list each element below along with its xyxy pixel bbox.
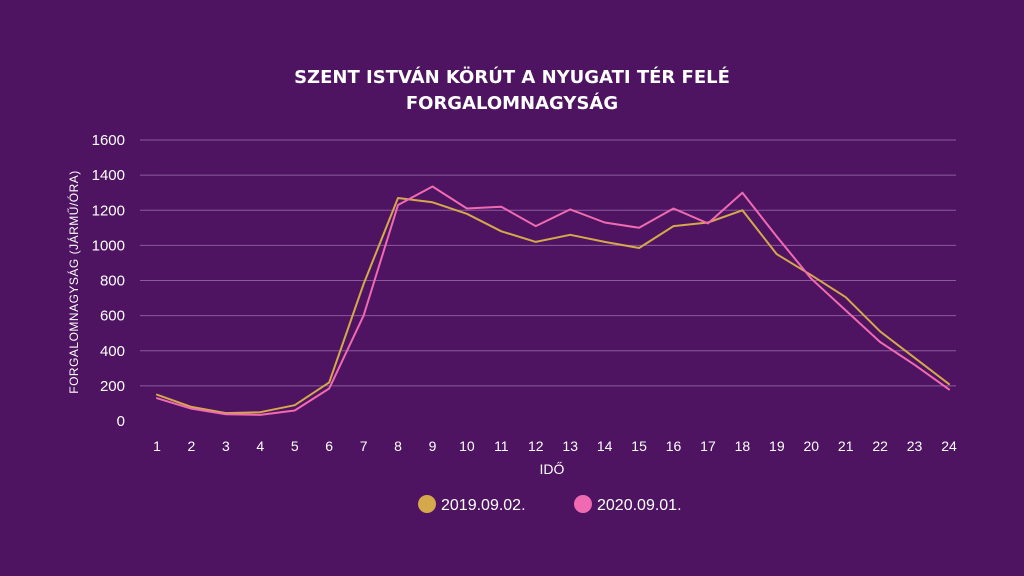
y-axis-ticks: 0 200 400 600 800 1000 1200 1400 1600 — [92, 132, 125, 430]
x-tick-label: 12 — [528, 438, 544, 454]
gridlines — [140, 139, 956, 387]
x-tick-label: 1 — [153, 438, 161, 454]
y-tick-label: 0 — [117, 413, 125, 430]
x-tick-label: 15 — [631, 438, 647, 454]
legend-marker — [418, 495, 436, 513]
y-axis-title: FORGALOMNAGYSÁG (JÁRMŰ/ÓRA) — [66, 170, 81, 394]
legend-marker — [574, 495, 592, 513]
series-line-1 — [156, 197, 950, 415]
chart-title-line-1: SZENT ISTVÁN KÖRÚT A NYUGATI TÉR FELÉ — [294, 66, 730, 88]
x-tick-label: 4 — [256, 438, 264, 454]
x-tick-label: 5 — [291, 438, 299, 454]
x-tick-label: 2 — [188, 438, 196, 454]
x-tick-label: 16 — [666, 438, 682, 454]
x-tick-label: 11 — [494, 438, 509, 454]
y-tick-label: 1600 — [92, 132, 125, 149]
y-tick-label: 800 — [100, 273, 125, 290]
series-line-2 — [156, 185, 950, 416]
x-tick-label: 9 — [429, 438, 437, 454]
x-tick-label: 13 — [562, 438, 578, 454]
x-tick-label: 14 — [597, 438, 613, 454]
chart-title: SZENT ISTVÁN KÖRÚT A NYUGATI TÉR FELÉ FO… — [294, 66, 730, 114]
x-tick-label: 18 — [735, 438, 751, 454]
x-tick-label: 19 — [769, 438, 785, 454]
y-tick-label: 1200 — [92, 202, 125, 219]
y-tick-label: 400 — [100, 343, 125, 360]
legend: 2019.09.02. 2020.09.01. — [418, 495, 682, 514]
legend-label: 2019.09.02. — [441, 497, 526, 514]
x-tick-label: 3 — [222, 438, 230, 454]
legend-item: 2019.09.02. — [418, 495, 526, 514]
y-tick-label: 600 — [100, 308, 125, 325]
y-tick-label: 200 — [100, 378, 125, 395]
x-tick-label: 10 — [459, 438, 475, 454]
x-tick-label: 8 — [394, 438, 402, 454]
x-tick-label: 22 — [872, 438, 888, 454]
x-tick-label: 6 — [325, 438, 333, 454]
x-axis-title: IDŐ — [540, 461, 565, 477]
y-tick-label: 1000 — [92, 237, 125, 254]
x-axis-ticks: 1 2 3 4 5 6 7 8 9 10 11 12 13 14 15 16 17 18 19 20 21 22 23 24 — [153, 438, 957, 454]
x-tick-label: 23 — [907, 438, 923, 454]
x-tick-label: 7 — [360, 438, 368, 454]
x-tick-label: 20 — [803, 438, 819, 454]
x-tick-label: 21 — [838, 438, 854, 454]
legend-item: 2020.09.01. — [574, 495, 682, 514]
y-tick-label: 1400 — [92, 167, 125, 184]
x-tick-label: 17 — [700, 438, 716, 454]
chart-title-line-2: FORGALOMNAGYSÁG — [406, 92, 618, 114]
legend-label: 2020.09.01. — [597, 497, 682, 514]
series-lines — [156, 185, 950, 416]
x-tick-label: 24 — [941, 438, 957, 454]
